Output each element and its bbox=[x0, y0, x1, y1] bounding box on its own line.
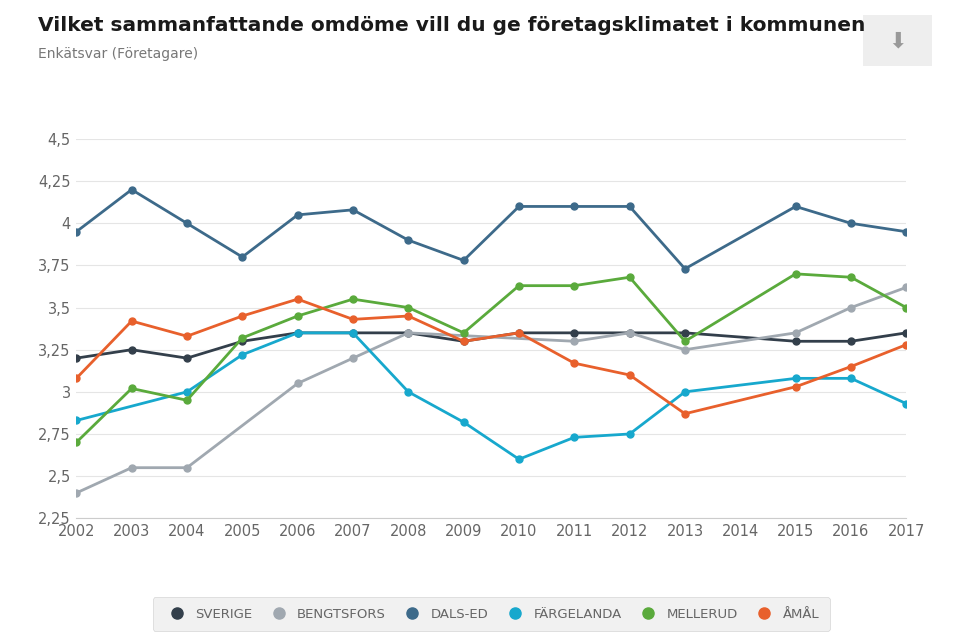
FÄRGELANDA bbox=[236, 351, 248, 358]
BENGTSFORS bbox=[789, 329, 801, 337]
FÄRGELANDA bbox=[71, 416, 82, 424]
ÅMÅL bbox=[844, 363, 856, 370]
ÅMÅL bbox=[457, 337, 469, 345]
ÅMÅL bbox=[513, 329, 524, 337]
SVERIGE bbox=[457, 337, 469, 345]
MELLERUD bbox=[71, 439, 82, 446]
MELLERUD bbox=[126, 385, 137, 392]
SVERIGE bbox=[236, 337, 248, 345]
FÄRGELANDA bbox=[347, 329, 358, 337]
SVERIGE bbox=[347, 329, 358, 337]
MELLERUD bbox=[402, 304, 414, 312]
MELLERUD bbox=[900, 304, 911, 312]
MELLERUD bbox=[181, 396, 193, 404]
DALS-ED bbox=[844, 219, 856, 227]
ÅMÅL bbox=[789, 383, 801, 391]
SVERIGE bbox=[181, 355, 193, 362]
BENGTSFORS bbox=[347, 355, 358, 362]
Line: DALS-ED: DALS-ED bbox=[72, 186, 909, 272]
SVERIGE bbox=[679, 329, 690, 337]
SVERIGE bbox=[402, 329, 414, 337]
SVERIGE bbox=[513, 329, 524, 337]
MELLERUD bbox=[844, 274, 856, 281]
MELLERUD bbox=[513, 282, 524, 289]
ÅMÅL bbox=[679, 410, 690, 418]
FÄRGELANDA bbox=[900, 400, 911, 408]
SVERIGE bbox=[844, 337, 856, 345]
ÅMÅL bbox=[623, 371, 635, 379]
FÄRGELANDA bbox=[181, 388, 193, 396]
MELLERUD bbox=[347, 295, 358, 303]
BENGTSFORS bbox=[402, 329, 414, 337]
ÅMÅL bbox=[900, 341, 911, 348]
MELLERUD bbox=[679, 337, 690, 345]
FÄRGELANDA bbox=[457, 418, 469, 426]
Text: ⬇: ⬇ bbox=[887, 32, 906, 51]
DALS-ED bbox=[347, 206, 358, 214]
DALS-ED bbox=[126, 186, 137, 193]
BENGTSFORS bbox=[900, 284, 911, 291]
FÄRGELANDA bbox=[513, 456, 524, 463]
DALS-ED bbox=[236, 253, 248, 261]
DALS-ED bbox=[457, 257, 469, 264]
FÄRGELANDA bbox=[402, 388, 414, 396]
MELLERUD bbox=[457, 329, 469, 337]
DALS-ED bbox=[292, 211, 303, 219]
BENGTSFORS bbox=[568, 337, 579, 345]
SVERIGE bbox=[900, 329, 911, 337]
DALS-ED bbox=[71, 228, 82, 236]
DALS-ED bbox=[900, 228, 911, 236]
FÄRGELANDA bbox=[623, 430, 635, 438]
ÅMÅL bbox=[402, 312, 414, 320]
BENGTSFORS bbox=[181, 464, 193, 471]
FÄRGELANDA bbox=[679, 388, 690, 396]
SVERIGE bbox=[292, 329, 303, 337]
FÄRGELANDA bbox=[292, 329, 303, 337]
Line: FÄRGELANDA: FÄRGELANDA bbox=[72, 329, 909, 463]
MELLERUD bbox=[236, 334, 248, 342]
Line: SVERIGE: SVERIGE bbox=[72, 329, 909, 362]
BENGTSFORS bbox=[679, 346, 690, 353]
SVERIGE bbox=[623, 329, 635, 337]
DALS-ED bbox=[623, 203, 635, 210]
MELLERUD bbox=[623, 274, 635, 281]
ÅMÅL bbox=[292, 295, 303, 303]
Legend: SVERIGE, BENGTSFORS, DALS-ED, FÄRGELANDA, MELLERUD, ÅMÅL: SVERIGE, BENGTSFORS, DALS-ED, FÄRGELANDA… bbox=[152, 597, 829, 631]
SVERIGE bbox=[568, 329, 579, 337]
DALS-ED bbox=[181, 219, 193, 227]
DALS-ED bbox=[679, 265, 690, 272]
ÅMÅL bbox=[71, 375, 82, 382]
Line: BENGTSFORS: BENGTSFORS bbox=[72, 284, 909, 496]
ÅMÅL bbox=[568, 360, 579, 367]
DALS-ED bbox=[402, 236, 414, 244]
Line: ÅMÅL: ÅMÅL bbox=[72, 296, 909, 417]
BENGTSFORS bbox=[623, 329, 635, 337]
BENGTSFORS bbox=[292, 380, 303, 387]
MELLERUD bbox=[292, 312, 303, 320]
Text: Enkätsvar (Företagare): Enkätsvar (Företagare) bbox=[38, 47, 198, 61]
Line: MELLERUD: MELLERUD bbox=[72, 270, 909, 446]
MELLERUD bbox=[789, 270, 801, 277]
MELLERUD bbox=[568, 282, 579, 289]
SVERIGE bbox=[126, 346, 137, 353]
DALS-ED bbox=[513, 203, 524, 210]
ÅMÅL bbox=[236, 312, 248, 320]
ÅMÅL bbox=[181, 332, 193, 340]
BENGTSFORS bbox=[844, 304, 856, 312]
ÅMÅL bbox=[126, 317, 137, 325]
BENGTSFORS bbox=[126, 464, 137, 471]
FÄRGELANDA bbox=[844, 375, 856, 382]
SVERIGE bbox=[789, 337, 801, 345]
FÄRGELANDA bbox=[789, 375, 801, 382]
DALS-ED bbox=[789, 203, 801, 210]
DALS-ED bbox=[568, 203, 579, 210]
Text: Vilket sammanfattande omdöme vill du ge företagsklimatet i kommunen: Vilket sammanfattande omdöme vill du ge … bbox=[38, 16, 864, 35]
FÄRGELANDA bbox=[568, 434, 579, 441]
ÅMÅL bbox=[347, 315, 358, 323]
BENGTSFORS bbox=[71, 489, 82, 497]
SVERIGE bbox=[71, 355, 82, 362]
